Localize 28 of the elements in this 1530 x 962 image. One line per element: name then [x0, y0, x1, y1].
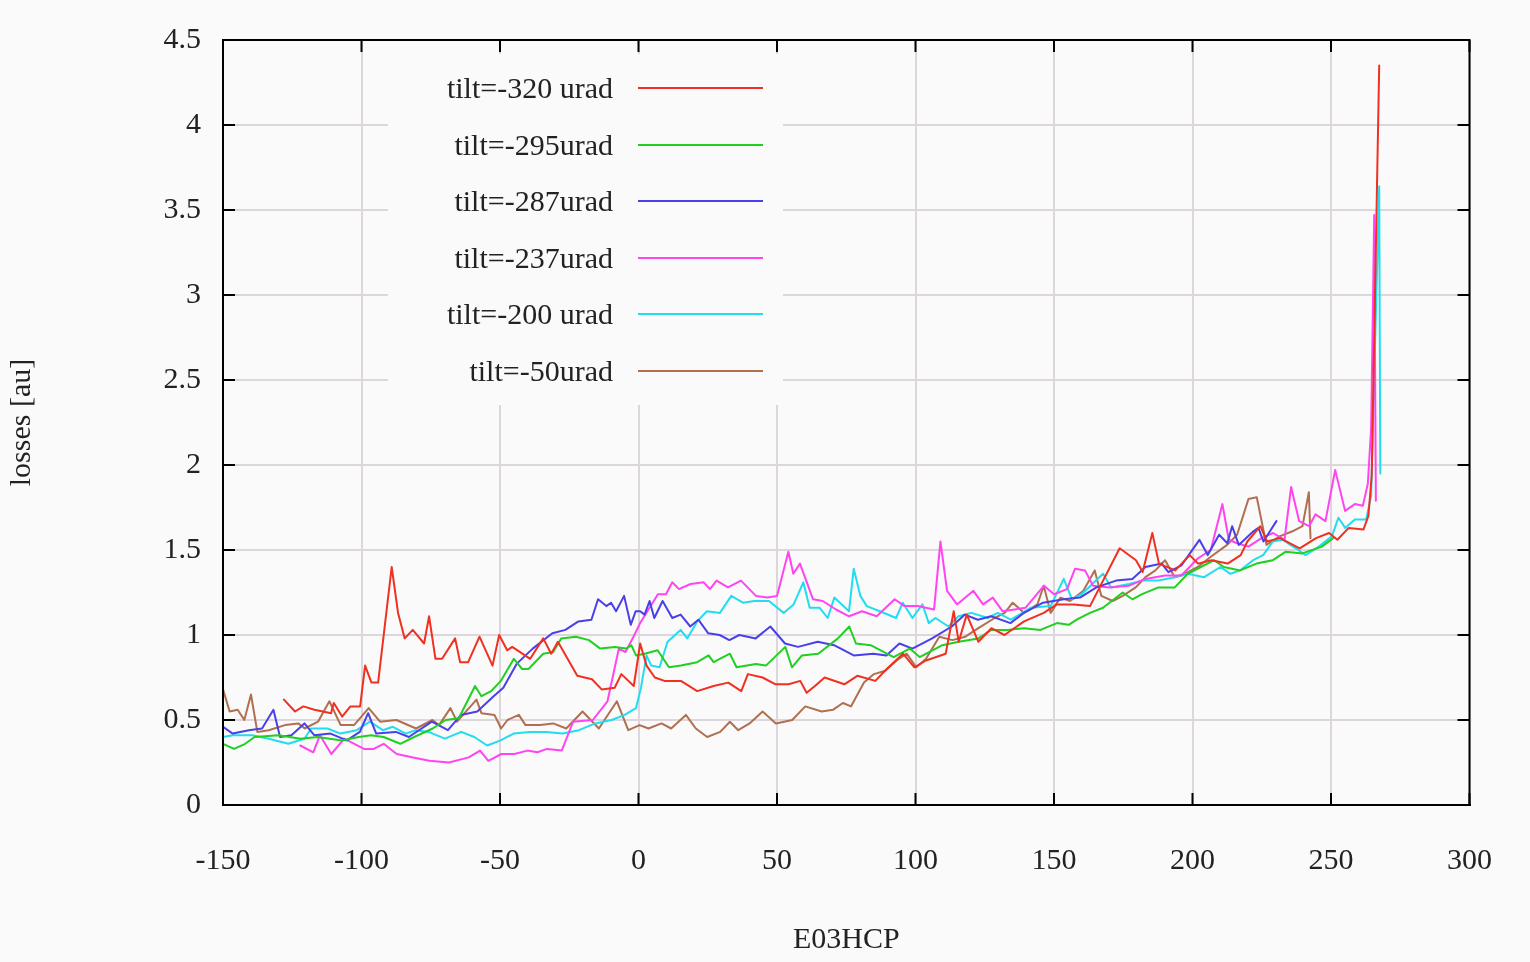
- x-tick-label: 50: [762, 841, 792, 875]
- legend-label: tilt=-287urad: [453, 184, 613, 219]
- y-axis-title: losses [au]: [2, 358, 36, 487]
- legend-label: tilt=-320 urad: [445, 71, 613, 106]
- legend-label: tilt=-295urad: [453, 127, 613, 162]
- x-tick-label: 200: [1170, 841, 1215, 875]
- x-tick-label: 150: [1031, 841, 1077, 875]
- x-tick-label: -100: [334, 841, 389, 875]
- y-tick-label: 4: [186, 105, 201, 139]
- y-tick-label: 0: [186, 785, 201, 819]
- x-axis-title: E03HCP: [792, 920, 900, 954]
- y-tick-label: 2: [186, 445, 201, 479]
- y-tick-label: 1: [186, 615, 201, 649]
- legend-label: tilt=-237urad: [453, 240, 613, 275]
- y-tick-label: 3.5: [163, 190, 201, 224]
- x-tick-label: 0: [631, 841, 646, 875]
- y-tick-label: 3: [186, 275, 201, 309]
- x-tick-label: -150: [195, 841, 251, 875]
- y-tick-label: 4.5: [163, 20, 201, 54]
- legend-label: tilt=-200 urad: [445, 297, 613, 332]
- y-tick-label: 0.5: [163, 700, 201, 734]
- x-tick-label: 300: [1447, 841, 1492, 875]
- x-tick-label: 250: [1308, 841, 1354, 875]
- x-tick-label: -50: [480, 841, 520, 875]
- y-tick-label: 1.5: [163, 530, 201, 564]
- x-tick-label: 100: [893, 841, 938, 875]
- y-tick-label: 2.5: [163, 360, 201, 394]
- legend-label: tilt=-50urad: [468, 353, 613, 388]
